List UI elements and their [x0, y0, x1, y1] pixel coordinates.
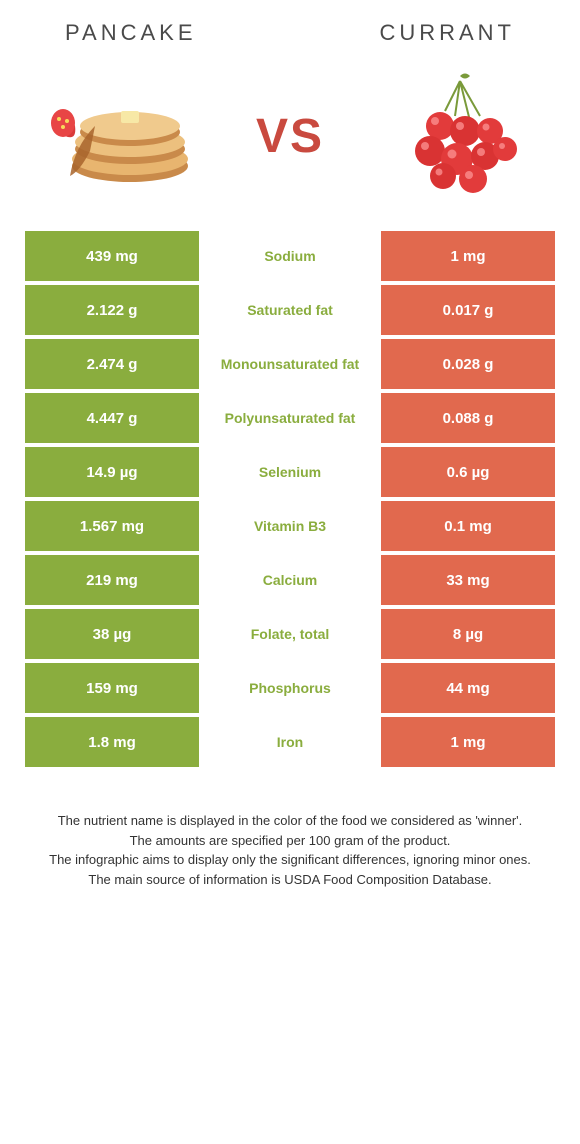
footer-notes: The nutrient name is displayed in the co… [25, 771, 555, 889]
table-row: 159 mgPhosphorus44 mg [25, 663, 555, 717]
left-value-cell: 159 mg [25, 663, 203, 717]
right-value-cell: 0.088 g [377, 393, 555, 447]
footer-line: The amounts are specified per 100 gram o… [35, 831, 545, 851]
currant-icon [385, 71, 535, 201]
left-value-cell: 38 µg [25, 609, 203, 663]
nutrient-name-cell: Selenium [203, 447, 377, 501]
vs-label: VS [256, 109, 324, 164]
footer-line: The main source of information is USDA F… [35, 870, 545, 890]
currant-image [375, 71, 545, 201]
right-value-cell: 44 mg [377, 663, 555, 717]
table-row: 1.8 mgIron1 mg [25, 717, 555, 771]
nutrient-name-cell: Monounsaturated fat [203, 339, 377, 393]
left-food-title: PANCAKE [65, 20, 197, 46]
right-value-cell: 1 mg [377, 231, 555, 285]
images-row: VS [25, 71, 555, 231]
left-value-cell: 2.474 g [25, 339, 203, 393]
footer-line: The infographic aims to display only the… [35, 850, 545, 870]
table-row: 14.9 µgSelenium0.6 µg [25, 447, 555, 501]
left-value-cell: 1.567 mg [25, 501, 203, 555]
left-value-cell: 439 mg [25, 231, 203, 285]
nutrient-name-cell: Calcium [203, 555, 377, 609]
nutrient-name-cell: Iron [203, 717, 377, 771]
nutrient-name-cell: Saturated fat [203, 285, 377, 339]
right-value-cell: 8 µg [377, 609, 555, 663]
table-row: 219 mgCalcium33 mg [25, 555, 555, 609]
table-row: 2.474 gMonounsaturated fat0.028 g [25, 339, 555, 393]
nutrient-name-cell: Sodium [203, 231, 377, 285]
left-value-cell: 1.8 mg [25, 717, 203, 771]
table-row: 38 µgFolate, total8 µg [25, 609, 555, 663]
right-value-cell: 33 mg [377, 555, 555, 609]
nutrient-name-cell: Vitamin B3 [203, 501, 377, 555]
right-value-cell: 1 mg [377, 717, 555, 771]
table-row: 4.447 gPolyunsaturated fat0.088 g [25, 393, 555, 447]
left-value-cell: 219 mg [25, 555, 203, 609]
table-row: 1.567 mgVitamin B30.1 mg [25, 501, 555, 555]
left-value-cell: 4.447 g [25, 393, 203, 447]
right-food-title: CURRANT [379, 20, 515, 46]
table-row: 439 mgSodium1 mg [25, 231, 555, 285]
footer-line: The nutrient name is displayed in the co… [35, 811, 545, 831]
nutrient-name-cell: Phosphorus [203, 663, 377, 717]
pancake-icon [35, 71, 205, 201]
table-row: 2.122 gSaturated fat0.017 g [25, 285, 555, 339]
right-value-cell: 0.028 g [377, 339, 555, 393]
nutrient-name-cell: Polyunsaturated fat [203, 393, 377, 447]
left-value-cell: 2.122 g [25, 285, 203, 339]
left-value-cell: 14.9 µg [25, 447, 203, 501]
nutrient-table: 439 mgSodium1 mg2.122 gSaturated fat0.01… [25, 231, 555, 771]
header-row: PANCAKE CURRANT [25, 20, 555, 71]
nutrient-name-cell: Folate, total [203, 609, 377, 663]
right-value-cell: 0.6 µg [377, 447, 555, 501]
right-value-cell: 0.017 g [377, 285, 555, 339]
right-value-cell: 0.1 mg [377, 501, 555, 555]
pancake-image [35, 71, 205, 201]
